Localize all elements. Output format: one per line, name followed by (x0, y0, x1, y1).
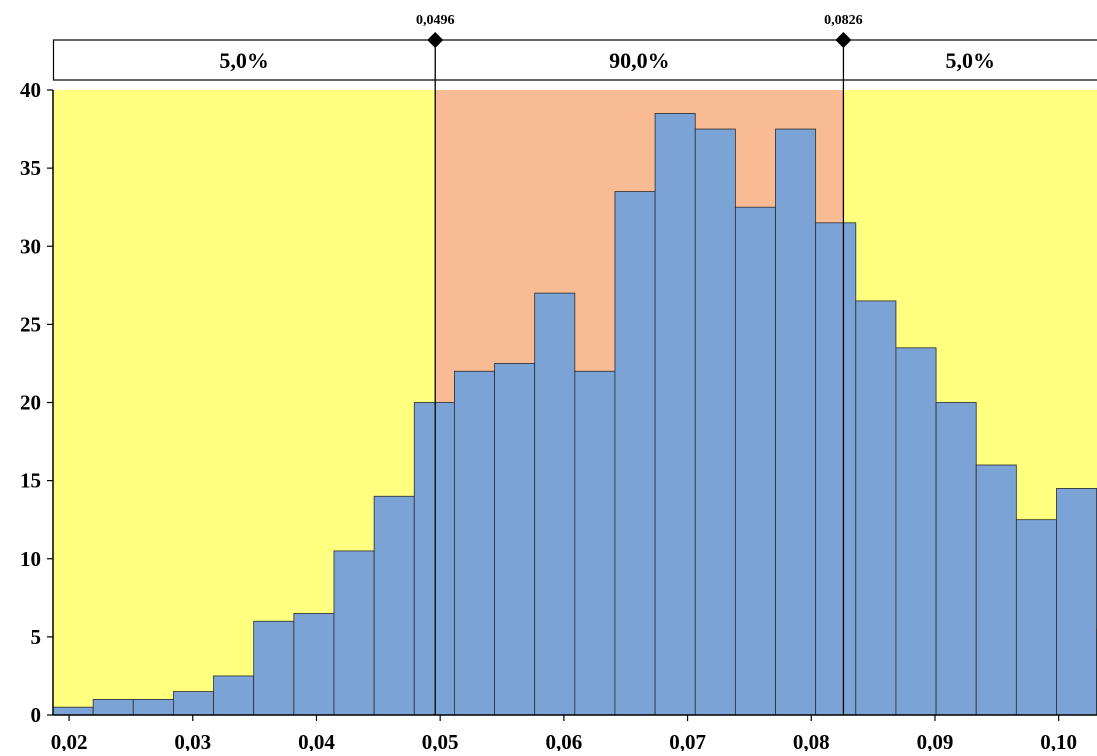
histogram-bar (53, 707, 93, 715)
histogram-bar (294, 613, 334, 715)
histogram-bar (254, 621, 294, 715)
histogram-bar (976, 465, 1016, 715)
histogram-bar (615, 192, 655, 715)
histogram-bar (173, 692, 213, 715)
marker-value-label: 0,0826 (824, 13, 863, 28)
histogram-bar (776, 129, 816, 715)
histogram-bar (334, 551, 374, 715)
x-tick-label: 0,05 (422, 730, 459, 751)
histogram-bar (856, 301, 896, 715)
y-tick-label: 30 (20, 234, 41, 258)
region-label: 5,0% (945, 48, 995, 73)
histogram-bar (1016, 520, 1056, 715)
x-tick-label: 0,09 (917, 730, 954, 751)
x-tick-label: 0,04 (298, 730, 335, 751)
y-tick-label: 15 (20, 469, 41, 493)
y-tick-label: 0 (31, 703, 42, 727)
x-tick-label: 0,07 (669, 730, 706, 751)
histogram-bar (695, 129, 735, 715)
x-tick-label: 0,10 (1040, 730, 1077, 751)
marker-value-label: 0,0496 (416, 13, 455, 28)
histogram-bar (133, 699, 173, 715)
percentile-band-box (54, 40, 1097, 80)
y-tick-label: 35 (20, 156, 41, 180)
histogram-bar (535, 293, 575, 715)
x-tick-label: 0,03 (174, 730, 211, 751)
histogram-bar (454, 371, 494, 715)
histogram-bar (93, 699, 133, 715)
histogram-bar (575, 371, 615, 715)
region-label: 5,0% (219, 48, 269, 73)
histogram-bar (936, 403, 976, 716)
histogram-bar (735, 207, 775, 715)
x-tick-label: 0,06 (545, 730, 582, 751)
histogram-bar (214, 676, 254, 715)
y-tick-label: 25 (20, 312, 41, 336)
histogram-bar (655, 113, 695, 715)
histogram-bar (495, 363, 535, 715)
x-tick-label: 0,08 (793, 730, 830, 751)
y-tick-label: 5 (31, 625, 42, 649)
y-tick-label: 10 (20, 547, 41, 571)
histogram-bar (816, 223, 856, 715)
histogram-bar (1056, 488, 1096, 715)
x-tick-label: 0,02 (51, 730, 88, 751)
histogram-bar (374, 496, 414, 715)
y-tick-label: 20 (20, 391, 41, 415)
histogram-bar (414, 403, 454, 716)
y-tick-label: 40 (20, 78, 41, 102)
region-label: 90,0% (609, 48, 670, 73)
histogram-bar (896, 348, 936, 715)
